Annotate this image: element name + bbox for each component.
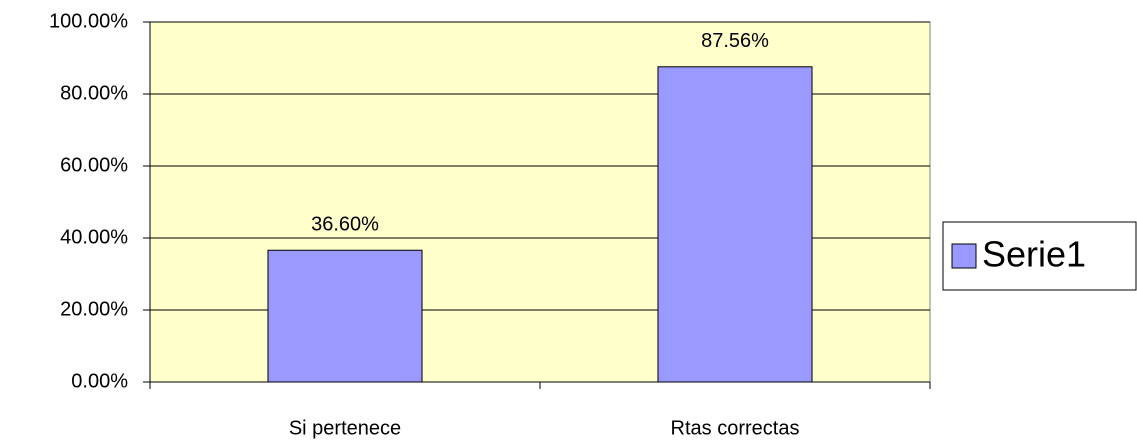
- x-tick-label: Rtas correctas: [671, 417, 800, 439]
- y-tick-label: 20.00%: [60, 298, 128, 320]
- legend-swatch: [951, 243, 977, 269]
- y-tick-label: 80.00%: [60, 82, 128, 104]
- data-label: 87.56%: [701, 30, 769, 52]
- bar: [267, 249, 423, 383]
- y-tick-label: 60.00%: [60, 154, 128, 176]
- y-tick-label: 100.00%: [49, 10, 128, 32]
- x-tick-label: Si pertenece: [289, 417, 401, 439]
- y-tick-label: 0.00%: [71, 370, 128, 392]
- data-label: 36.60%: [311, 214, 379, 236]
- legend-label: Serie1: [982, 234, 1086, 275]
- bar: [657, 66, 813, 383]
- y-tick-label: 40.00%: [60, 226, 128, 248]
- plot-area: [149, 21, 931, 383]
